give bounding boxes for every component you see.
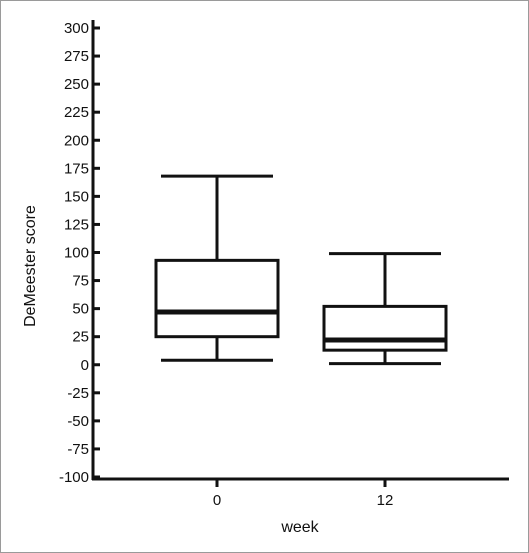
- y-tick-label-125: 125: [64, 216, 89, 233]
- y-axis: 3002752502252001751501251007550250-25-50…: [59, 20, 100, 486]
- y-tick-label--75: -75: [67, 441, 89, 458]
- y-tick-label-225: 225: [64, 104, 89, 121]
- y-tick-label--50: -50: [67, 413, 89, 430]
- x-tick-label-12: 12: [377, 492, 394, 509]
- y-tick-label-0: 0: [81, 357, 89, 374]
- x-axis-title: week: [280, 519, 319, 536]
- y-tick-label-300: 300: [64, 20, 89, 37]
- iqr-box: [154, 258, 280, 339]
- y-tick-label-250: 250: [64, 76, 89, 93]
- y-axis-title: DeMeester score: [22, 205, 39, 327]
- y-tick-label-100: 100: [64, 245, 89, 262]
- x-tick-label-0: 0: [213, 492, 221, 509]
- y-tick-label-200: 200: [64, 132, 89, 149]
- y-tick-label-275: 275: [64, 48, 89, 65]
- y-tick-label-175: 175: [64, 160, 89, 177]
- boxes: [154, 174, 448, 366]
- y-tick-label--25: -25: [67, 385, 89, 402]
- box-group-week-0: [154, 174, 280, 362]
- iqr-box: [322, 304, 448, 352]
- y-tick-label-50: 50: [72, 301, 89, 318]
- y-tick-label-25: 25: [72, 329, 89, 346]
- x-axis: 0 12: [92, 477, 509, 509]
- y-tick-label-75: 75: [72, 273, 89, 290]
- box-group-week-12: [322, 252, 448, 366]
- y-tick-label--100: -100: [59, 469, 89, 486]
- y-tick-label-150: 150: [64, 188, 89, 205]
